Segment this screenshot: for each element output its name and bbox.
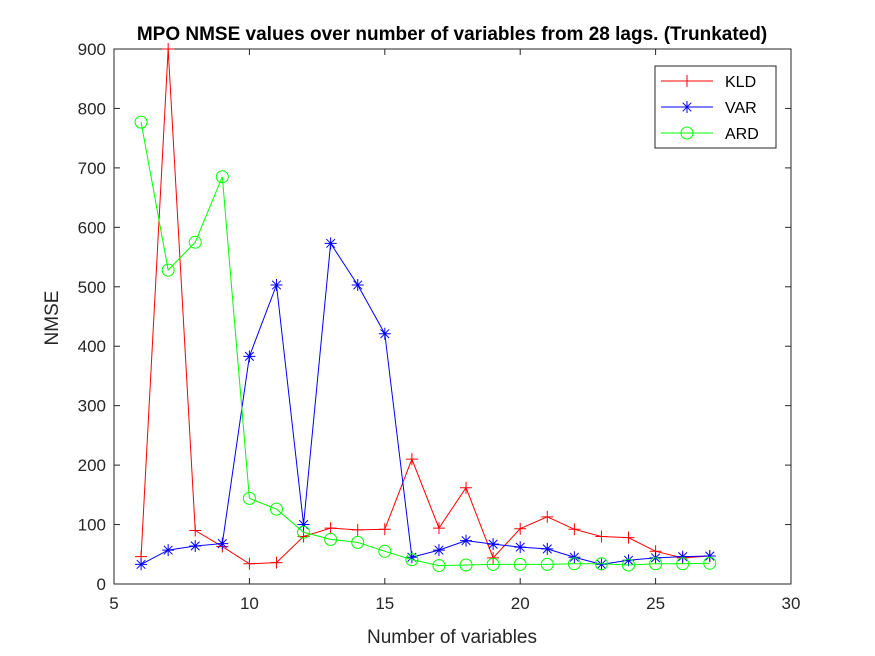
data-point-ard	[567, 557, 581, 571]
legend-item-ard: ARD	[661, 126, 759, 143]
data-point-var	[135, 558, 148, 571]
data-point-ard	[622, 558, 636, 572]
data-point-var	[162, 544, 175, 557]
series-ard	[134, 115, 717, 573]
data-point-kld	[568, 523, 581, 536]
data-point-var	[324, 237, 337, 250]
data-point-var	[270, 278, 283, 291]
data-point-var	[595, 558, 608, 571]
data-point-ard	[486, 557, 500, 571]
data-point-ard	[324, 532, 338, 546]
data-point-kld	[595, 530, 608, 543]
y-tick-label: 900	[78, 40, 106, 59]
data-point-kld	[405, 453, 418, 466]
x-axis-label: Number of variables	[367, 627, 537, 648]
x-tick-label: 5	[109, 594, 118, 613]
legend-label-kld: KLD	[725, 74, 756, 91]
y-tick-label: 800	[78, 99, 106, 118]
y-tick-label: 400	[78, 337, 106, 356]
data-point-ard	[432, 559, 446, 573]
series-kld	[135, 43, 716, 570]
data-point-ard	[513, 557, 527, 571]
data-point-var	[351, 278, 364, 291]
legend: KLD VAR ARD	[654, 65, 777, 149]
legend-label-var: VAR	[725, 100, 757, 117]
legend-label-ard: ARD	[725, 126, 759, 143]
data-point-ard	[676, 557, 690, 571]
series-line-var	[140, 241, 710, 565]
data-point-var	[622, 554, 635, 567]
legend-marker-var	[681, 101, 693, 113]
y-axis-label: NMSE	[42, 291, 63, 346]
data-point-var	[676, 550, 689, 563]
legend-marker-ard	[680, 126, 694, 140]
series-line-kld	[140, 48, 710, 565]
data-point-var	[568, 551, 581, 564]
data-point-var	[378, 327, 391, 340]
series-line-ard	[140, 122, 710, 567]
data-point-ard	[378, 544, 392, 558]
data-point-ard	[161, 263, 175, 277]
data-point-var	[405, 551, 418, 564]
data-point-kld	[541, 510, 554, 523]
y-tick-label: 600	[78, 218, 106, 237]
data-point-ard	[215, 170, 229, 184]
data-point-var	[703, 550, 716, 563]
data-point-kld	[432, 522, 445, 535]
data-point-ard	[459, 558, 473, 572]
data-point-kld	[622, 531, 635, 544]
data-point-var	[189, 539, 202, 552]
data-point-var	[514, 541, 527, 554]
data-point-kld	[243, 557, 256, 570]
data-point-var	[297, 518, 310, 531]
data-point-kld	[189, 524, 202, 537]
data-point-kld	[324, 522, 337, 535]
x-tick-label: 30	[782, 594, 801, 613]
x-tick-label: 10	[240, 594, 259, 613]
data-point-ard	[188, 235, 202, 249]
y-tick-label: 0	[97, 575, 106, 594]
x-tick-label: 25	[646, 594, 665, 613]
y-tick-label: 500	[78, 278, 106, 297]
data-point-ard	[703, 556, 717, 570]
data-point-ard	[649, 557, 663, 571]
series-var	[135, 237, 716, 571]
data-point-kld	[487, 551, 500, 564]
y-tick-label: 700	[78, 159, 106, 178]
data-point-kld	[351, 523, 364, 536]
data-point-ard	[540, 557, 554, 571]
data-point-ard	[134, 115, 148, 129]
x-tick-label: 20	[511, 594, 530, 613]
data-point-ard	[594, 557, 608, 571]
data-point-ard	[351, 535, 365, 549]
data-point-kld	[460, 481, 473, 494]
chart-title: MPO NMSE values over number of variables…	[137, 24, 767, 45]
data-point-ard	[297, 525, 311, 539]
data-point-kld	[514, 522, 527, 535]
data-point-var	[216, 537, 229, 550]
data-point-ard	[242, 491, 256, 505]
legend-item-var: VAR	[661, 100, 757, 117]
data-point-var	[541, 542, 554, 555]
data-point-var	[460, 534, 473, 547]
y-tick-label: 300	[78, 397, 106, 416]
data-point-var	[487, 538, 500, 551]
data-point-kld	[378, 523, 391, 536]
data-point-kld	[270, 556, 283, 569]
data-point-kld	[162, 43, 175, 55]
y-tick-label: 100	[78, 516, 106, 535]
y-tick-label: 200	[78, 456, 106, 475]
data-point-ard	[405, 553, 419, 567]
legend-marker-kld	[681, 75, 693, 87]
data-point-var	[432, 544, 445, 557]
data-point-ard	[269, 502, 283, 516]
x-tick-label: 15	[375, 594, 394, 613]
data-point-var	[243, 350, 256, 363]
legend-item-kld: KLD	[661, 74, 756, 91]
